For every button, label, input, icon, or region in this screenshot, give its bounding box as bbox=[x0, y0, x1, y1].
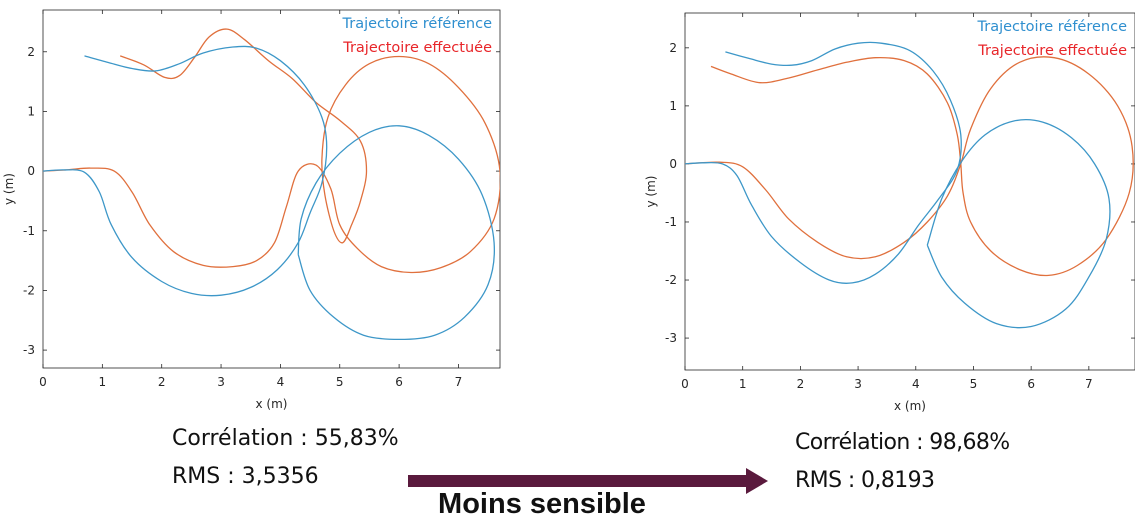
x-tick-label: 3 bbox=[854, 377, 862, 391]
series-line-trajectoire-reference bbox=[926, 118, 1111, 329]
x-tick-label: 3 bbox=[217, 375, 225, 389]
x-tick-label: 2 bbox=[797, 377, 805, 391]
x-tick-label: 6 bbox=[1027, 377, 1035, 391]
x-tick-label: 5 bbox=[336, 375, 344, 389]
x-tick-label: 1 bbox=[99, 375, 107, 389]
y-tick-label: -3 bbox=[665, 331, 677, 345]
legend-entry-reference: Trajectoire référence bbox=[977, 19, 1128, 35]
y-tick-label: 2 bbox=[669, 41, 677, 55]
comparison-arrow bbox=[408, 468, 768, 494]
x-tick-label: 0 bbox=[681, 377, 689, 391]
plot-area-right bbox=[685, 41, 1134, 329]
y-tick-label: -1 bbox=[23, 224, 35, 238]
y-tick-label: 2 bbox=[27, 45, 35, 59]
x-tick-label: 7 bbox=[1085, 377, 1093, 391]
legend-entry-effectuee: Trajectoire effectuée bbox=[342, 40, 492, 56]
series-line-trajectoire-reference bbox=[297, 125, 495, 341]
legend-entry-reference: Trajectoire référence bbox=[342, 16, 493, 32]
series-line-trajectoire-effectuee bbox=[685, 56, 1134, 277]
series-line-trajectoire-reference bbox=[685, 41, 962, 284]
legend-entry-effectuee: Trajectoire effectuée bbox=[977, 43, 1127, 59]
y-tick-label: 1 bbox=[669, 99, 677, 113]
x-tick-label: 0 bbox=[39, 375, 47, 389]
caption: Moins sensible bbox=[438, 488, 646, 520]
chart-right: 0 1 2 3 4 5 6 7 2 1 0 -1 -2 -3 x (m) y (m) Trajectoire r… bbox=[644, 12, 1135, 413]
x-tick-label: 1 bbox=[739, 377, 747, 391]
y-tick-label: -2 bbox=[23, 283, 35, 297]
x-axis-label: x (m) bbox=[894, 399, 926, 413]
rms-left: RMS : 3,5356 bbox=[172, 464, 319, 489]
y-tick-label: 0 bbox=[27, 164, 35, 178]
axes-frame-right bbox=[684, 12, 1135, 371]
arrow-head bbox=[746, 468, 768, 494]
rms-right: RMS : 0,8193 bbox=[795, 468, 935, 493]
x-tick-label: 7 bbox=[455, 375, 463, 389]
y-tick-label: 1 bbox=[27, 104, 35, 118]
plot-area-left bbox=[43, 28, 500, 341]
y-tick-label: -1 bbox=[665, 215, 677, 229]
x-tick-label: 2 bbox=[158, 375, 166, 389]
chart-left: 0 1 2 3 4 5 6 7 2 1 0 -1 -2 -3 x (m) y (m) Trajectoire r… bbox=[2, 9, 501, 411]
x-axis-label: x (m) bbox=[256, 397, 288, 411]
correlation-left: Corrélation : 55,83% bbox=[172, 426, 399, 451]
series-line-trajectoire-effectuee bbox=[43, 28, 500, 274]
y-tick-label: -3 bbox=[23, 343, 35, 357]
series-line-trajectoire-reference bbox=[43, 45, 328, 297]
x-tick-label: 6 bbox=[395, 375, 403, 389]
stats-right: Corrélation : 98,68% RMS : 0,8193 bbox=[795, 424, 1010, 500]
x-tick-label: 4 bbox=[912, 377, 920, 391]
x-tick-label: 5 bbox=[970, 377, 978, 391]
correlation-right: Corrélation : 98,68% bbox=[795, 430, 1010, 455]
stats-left: Corrélation : 55,83% RMS : 3,5356 bbox=[172, 420, 399, 496]
y-axis-label: y (m) bbox=[644, 176, 658, 208]
x-tick-label: 4 bbox=[277, 375, 285, 389]
y-axis-label: y (m) bbox=[2, 173, 16, 205]
y-tick-label: -2 bbox=[665, 273, 677, 287]
y-tick-label: 0 bbox=[669, 157, 677, 171]
arrow-shaft bbox=[408, 475, 750, 487]
